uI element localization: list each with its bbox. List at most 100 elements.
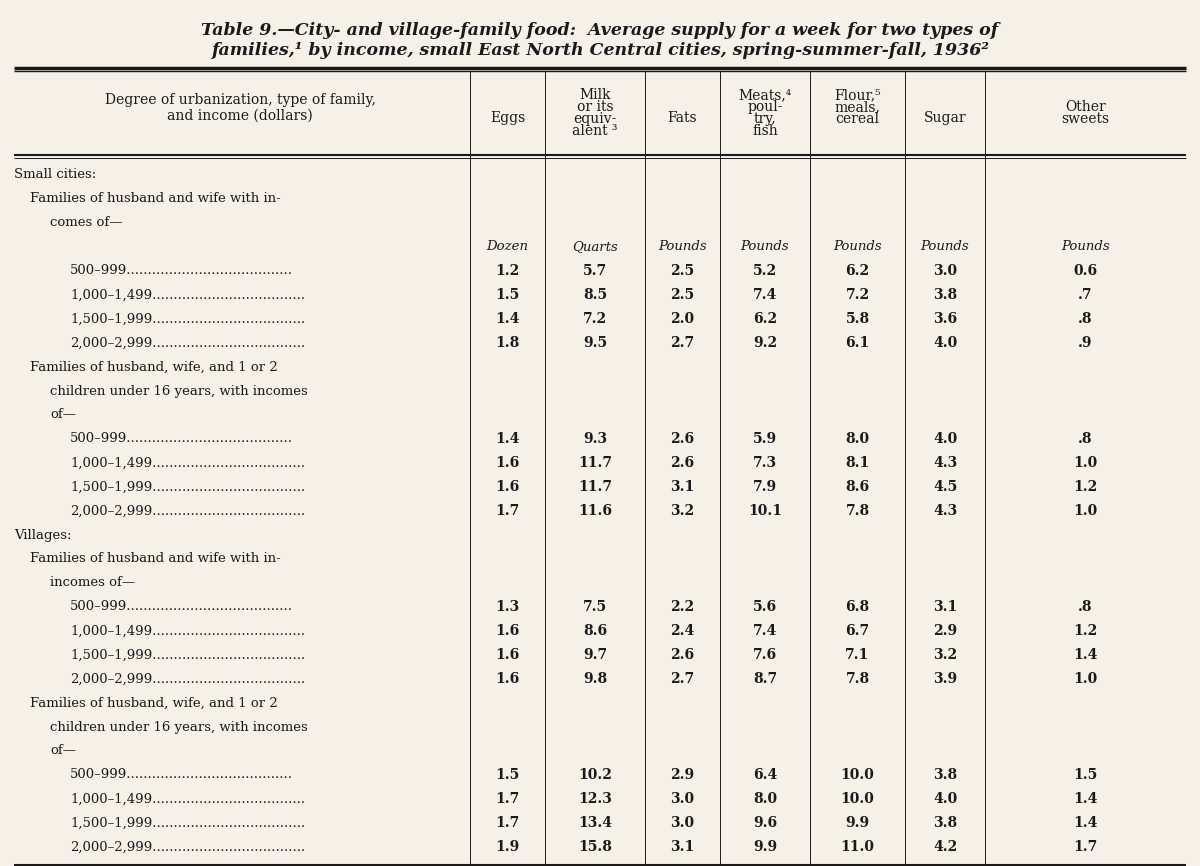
Text: 2.5: 2.5 — [671, 264, 695, 278]
Text: 10.2: 10.2 — [578, 768, 612, 782]
Text: 500–999.......................................: 500–999.................................… — [70, 600, 293, 613]
Text: Pounds: Pounds — [740, 241, 790, 254]
Text: 8.0: 8.0 — [846, 432, 870, 446]
Text: .7: .7 — [1079, 288, 1093, 302]
Text: 1.0: 1.0 — [1073, 672, 1098, 686]
Text: 8.0: 8.0 — [752, 792, 778, 806]
Text: 9.2: 9.2 — [752, 336, 778, 350]
Text: 7.4: 7.4 — [752, 288, 778, 302]
Text: 7.4: 7.4 — [752, 624, 778, 638]
Text: 1.4: 1.4 — [1073, 648, 1098, 662]
Text: 500–999.......................................: 500–999.................................… — [70, 432, 293, 445]
Text: Families of husband, wife, and 1 or 2: Families of husband, wife, and 1 or 2 — [30, 696, 277, 709]
Text: Flour,⁵: Flour,⁵ — [834, 88, 881, 102]
Text: Dozen: Dozen — [486, 241, 528, 254]
Text: Pounds: Pounds — [1061, 241, 1110, 254]
Text: 2.2: 2.2 — [671, 600, 695, 614]
Text: 2.5: 2.5 — [671, 288, 695, 302]
Text: 11.7: 11.7 — [578, 480, 612, 494]
Text: .8: .8 — [1079, 312, 1093, 326]
Text: 2,000–2,999....................................: 2,000–2,999.............................… — [70, 841, 305, 854]
Text: Degree of urbanization, type of family,: Degree of urbanization, type of family, — [104, 93, 376, 107]
Text: 8.6: 8.6 — [583, 624, 607, 638]
Text: 1.4: 1.4 — [1073, 816, 1098, 830]
Text: 1.2: 1.2 — [1073, 624, 1098, 638]
Text: 2.9: 2.9 — [932, 624, 958, 638]
Text: 4.3: 4.3 — [932, 504, 958, 518]
Text: 3.9: 3.9 — [932, 672, 958, 686]
Text: 1,000–1,499....................................: 1,000–1,499.............................… — [70, 624, 305, 637]
Text: 6.4: 6.4 — [752, 768, 778, 782]
Text: 4.0: 4.0 — [932, 792, 958, 806]
Text: Families of husband and wife with in-: Families of husband and wife with in- — [30, 553, 281, 565]
Text: 7.2: 7.2 — [846, 288, 870, 302]
Text: 3.1: 3.1 — [932, 600, 958, 614]
Text: 6.2: 6.2 — [752, 312, 778, 326]
Text: 3.0: 3.0 — [671, 792, 695, 806]
Text: .8: .8 — [1079, 432, 1093, 446]
Text: 1.6: 1.6 — [496, 672, 520, 686]
Text: 1.5: 1.5 — [496, 288, 520, 302]
Text: or its: or its — [577, 100, 613, 114]
Text: try,: try, — [754, 112, 776, 126]
Text: cereal: cereal — [835, 112, 880, 126]
Text: 1.9: 1.9 — [496, 840, 520, 854]
Text: Milk: Milk — [580, 88, 611, 102]
Text: 7.8: 7.8 — [846, 504, 870, 518]
Text: 2.7: 2.7 — [671, 336, 695, 350]
Text: Pounds: Pounds — [833, 241, 882, 254]
Text: and income (dollars): and income (dollars) — [167, 109, 313, 123]
Text: 7.1: 7.1 — [845, 648, 870, 662]
Text: children under 16 years, with incomes: children under 16 years, with incomes — [50, 385, 307, 397]
Text: 7.2: 7.2 — [583, 312, 607, 326]
Text: 3.1: 3.1 — [671, 840, 695, 854]
Text: 3.0: 3.0 — [932, 264, 958, 278]
Text: comes of—: comes of— — [50, 216, 122, 229]
Text: 1,000–1,499....................................: 1,000–1,499.............................… — [70, 456, 305, 469]
Text: 1.2: 1.2 — [496, 264, 520, 278]
Text: 2,000–2,999....................................: 2,000–2,999.............................… — [70, 337, 305, 350]
Text: 500–999.......................................: 500–999.................................… — [70, 768, 293, 781]
Text: 9.5: 9.5 — [583, 336, 607, 350]
Text: 3.6: 3.6 — [932, 312, 958, 326]
Text: 8.5: 8.5 — [583, 288, 607, 302]
Text: 4.5: 4.5 — [932, 480, 958, 494]
Text: 7.5: 7.5 — [583, 600, 607, 614]
Text: 11.7: 11.7 — [578, 456, 612, 470]
Text: 7.9: 7.9 — [752, 480, 778, 494]
Text: 6.7: 6.7 — [846, 624, 870, 638]
Text: 1,500–1,999....................................: 1,500–1,999.............................… — [70, 649, 305, 662]
Text: 3.8: 3.8 — [932, 288, 958, 302]
Text: 1.6: 1.6 — [496, 648, 520, 662]
Text: Pounds: Pounds — [658, 241, 707, 254]
Text: 2.0: 2.0 — [671, 312, 695, 326]
Text: 11.6: 11.6 — [578, 504, 612, 518]
Text: 10.0: 10.0 — [840, 768, 875, 782]
Text: 6.2: 6.2 — [846, 264, 870, 278]
Text: 1,500–1,999....................................: 1,500–1,999.............................… — [70, 313, 305, 326]
Text: 2.9: 2.9 — [671, 768, 695, 782]
Text: 4.0: 4.0 — [932, 432, 958, 446]
Text: 2.6: 2.6 — [671, 648, 695, 662]
Text: 9.8: 9.8 — [583, 672, 607, 686]
Text: 6.8: 6.8 — [846, 600, 870, 614]
Text: 1,500–1,999....................................: 1,500–1,999.............................… — [70, 817, 305, 830]
Text: 1.2: 1.2 — [1073, 480, 1098, 494]
Text: children under 16 years, with incomes: children under 16 years, with incomes — [50, 721, 307, 734]
Text: .9: .9 — [1079, 336, 1093, 350]
Text: 5.2: 5.2 — [752, 264, 778, 278]
Text: 1.6: 1.6 — [496, 456, 520, 470]
Text: Meats,⁴: Meats,⁴ — [738, 88, 792, 102]
Text: 0.6: 0.6 — [1074, 264, 1098, 278]
Text: meals,: meals, — [834, 100, 881, 114]
Text: 1.8: 1.8 — [496, 336, 520, 350]
Text: 8.6: 8.6 — [846, 480, 870, 494]
Text: Villages:: Villages: — [14, 528, 72, 541]
Text: 12.3: 12.3 — [578, 792, 612, 806]
Text: families,¹ by income, small East North Central cities, spring-summer-fall, 1936²: families,¹ by income, small East North C… — [211, 42, 989, 59]
Text: 3.8: 3.8 — [932, 768, 958, 782]
Text: poul-: poul- — [748, 100, 782, 114]
Text: Quarts: Quarts — [572, 241, 618, 254]
Text: 7.8: 7.8 — [846, 672, 870, 686]
Text: 2.7: 2.7 — [671, 672, 695, 686]
